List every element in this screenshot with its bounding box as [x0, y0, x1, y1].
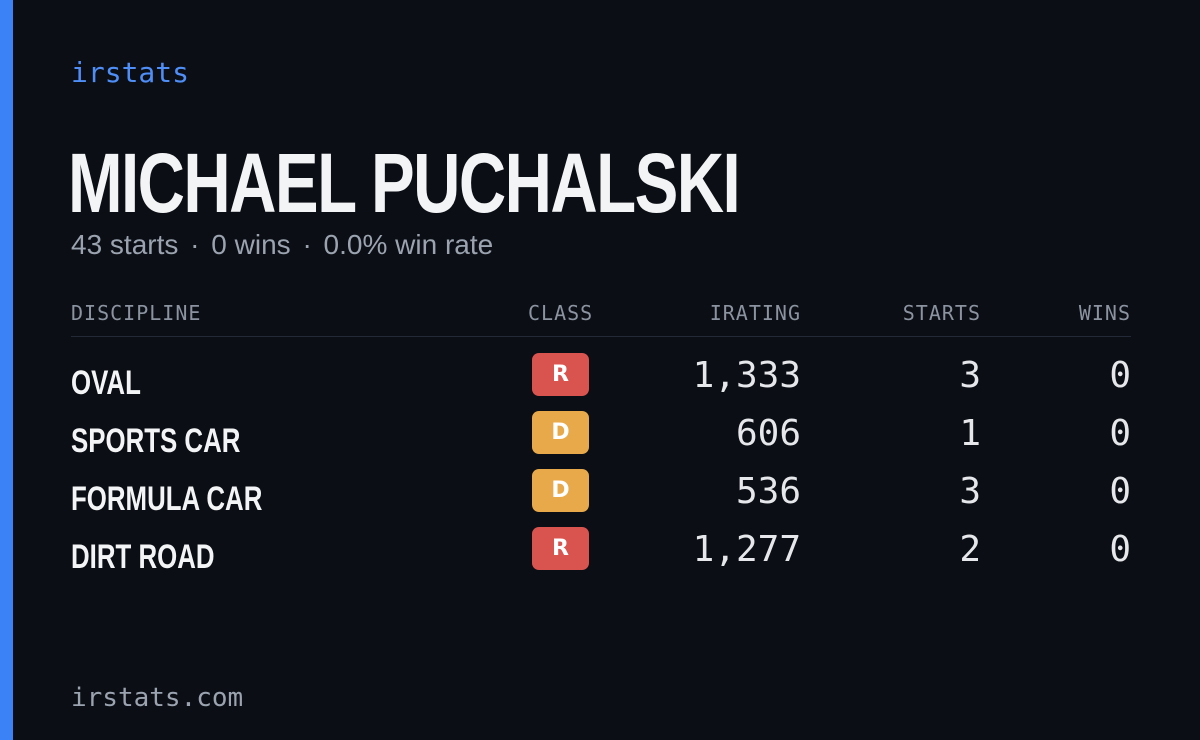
table-body: OVAL R 1,333 3 0 SPORTS CAR D 606 1 0 FO… — [71, 353, 1131, 585]
table-row: SPORTS CAR D 606 1 0 — [71, 411, 1131, 469]
wins-value: 0 — [1109, 413, 1131, 454]
separator: · — [190, 229, 200, 260]
wins-summary: 0 wins — [211, 229, 291, 260]
irating-value: 606 — [735, 413, 801, 454]
class-badge: D — [532, 469, 589, 512]
irating-value: 536 — [735, 471, 801, 512]
wins-value: 0 — [1109, 529, 1131, 570]
wins-value: 0 — [1109, 355, 1131, 396]
accent-bar — [0, 0, 13, 740]
separator: · — [302, 229, 312, 260]
irating-value: 1,333 — [692, 355, 801, 396]
wins-value: 0 — [1109, 471, 1131, 512]
driver-name: MICHAEL PUCHALSKI — [68, 136, 741, 230]
stats-table: DISCIPLINE CLASS IRATING STARTS WINS OVA… — [71, 298, 1131, 585]
table-row: FORMULA CAR D 536 3 0 — [71, 469, 1131, 527]
table-row: DIRT ROAD R 1,277 2 0 — [71, 527, 1131, 585]
header-wins: WINS — [1078, 301, 1131, 325]
starts-value: 1 — [959, 413, 981, 454]
header-starts: STARTS — [902, 301, 981, 325]
footer-url[interactable]: irstats.com — [71, 683, 244, 713]
class-badge: R — [532, 527, 589, 570]
starts-value: 3 — [959, 355, 981, 396]
table-header: DISCIPLINE CLASS IRATING STARTS WINS — [71, 298, 1131, 337]
discipline-label: DIRT ROAD — [71, 538, 215, 576]
irating-value: 1,277 — [692, 529, 801, 570]
class-badge: D — [532, 411, 589, 454]
discipline-label: OVAL — [71, 364, 141, 402]
table-row: OVAL R 1,333 3 0 — [71, 353, 1131, 411]
brand-logo[interactable]: irstats — [71, 56, 190, 89]
discipline-label: SPORTS CAR — [71, 422, 241, 460]
header-discipline: DISCIPLINE — [71, 301, 202, 325]
class-badge: R — [532, 353, 589, 396]
driver-summary: 43 starts · 0 wins · 0.0% win rate — [71, 228, 493, 262]
header-irating: IRATING — [709, 301, 801, 325]
discipline-label: FORMULA CAR — [71, 480, 263, 518]
starts-value: 2 — [959, 529, 981, 570]
header-class: CLASS — [528, 301, 594, 325]
win-rate-summary: 0.0% win rate — [323, 229, 494, 260]
starts-summary: 43 starts — [71, 229, 179, 260]
starts-value: 3 — [959, 471, 981, 512]
